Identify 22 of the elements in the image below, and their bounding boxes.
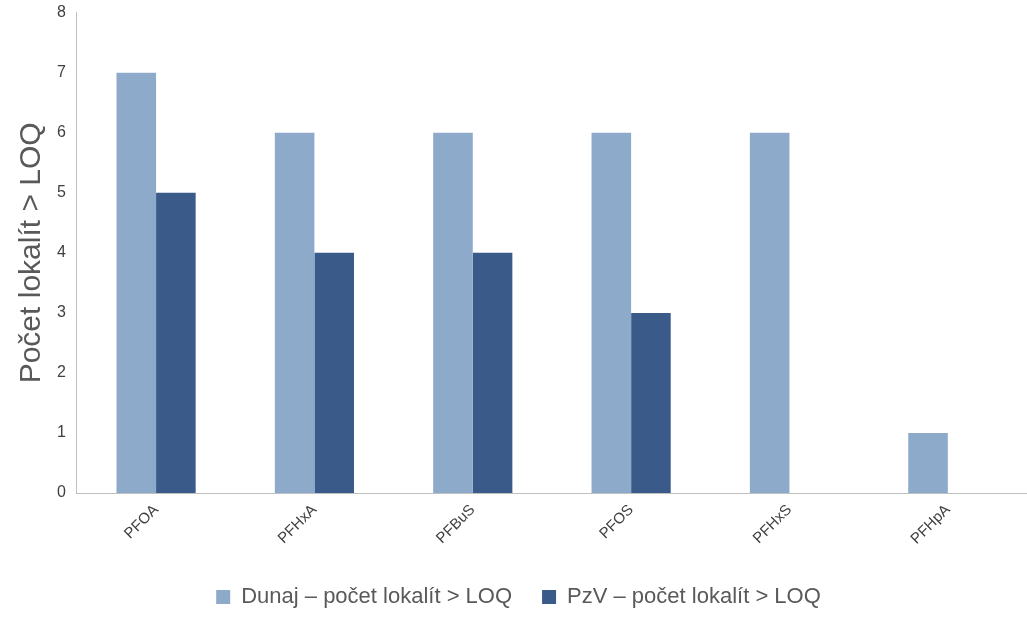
bar — [908, 433, 948, 494]
bar — [591, 132, 632, 494]
y-tick-label: 1 — [56, 423, 66, 441]
y-tick-label: 4 — [56, 243, 66, 261]
y-tick-label: 3 — [56, 303, 66, 321]
y-axis-title: Počet lokalít > LOQ — [13, 122, 47, 384]
y-tick-label: 5 — [56, 183, 66, 201]
y-tick-label: 0 — [56, 483, 66, 501]
bar — [156, 192, 196, 494]
legend-label: PzV – počet lokalít > LOQ — [567, 583, 821, 609]
y-tick-label: 7 — [56, 63, 66, 81]
bar — [472, 252, 513, 494]
bar — [433, 132, 473, 494]
bar — [274, 132, 315, 494]
y-tick-label: 2 — [56, 363, 66, 381]
y-tick-label: 8 — [56, 3, 66, 21]
bar — [631, 312, 671, 494]
y-tick-label: 6 — [56, 123, 66, 141]
bar — [749, 132, 790, 494]
bar — [314, 252, 355, 494]
bar — [116, 72, 157, 494]
legend-label: Dunaj – počet lokalít > LOQ — [241, 583, 513, 609]
